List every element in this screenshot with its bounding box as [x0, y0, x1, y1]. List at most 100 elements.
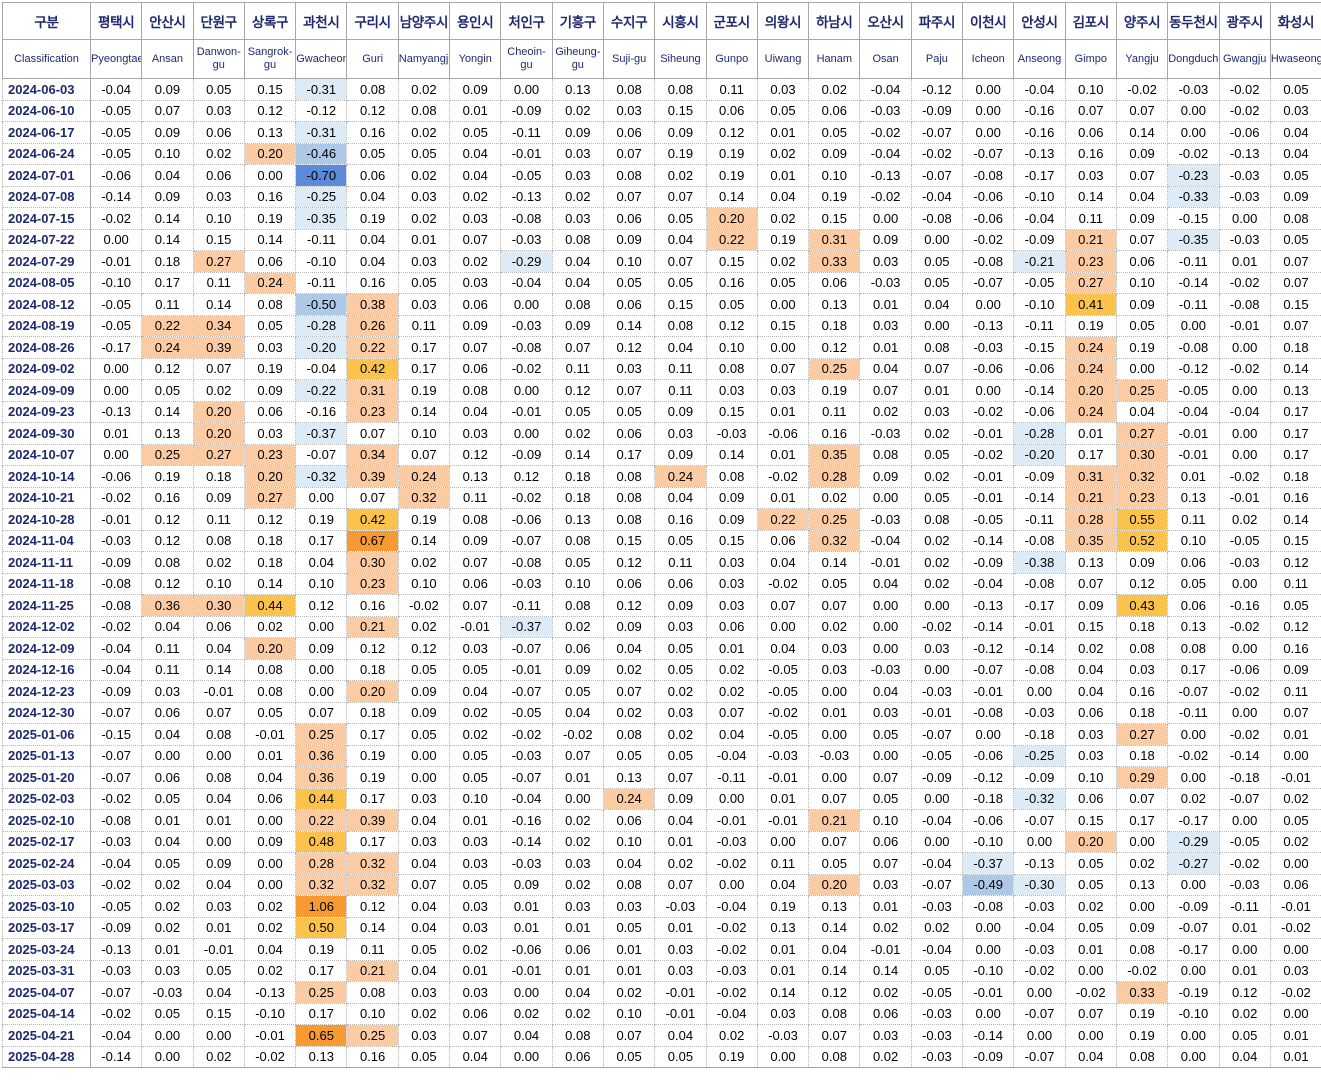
value-cell[interactable]: 0.04 [1064, 658, 1117, 681]
value-cell[interactable]: 0.14 [1269, 508, 1321, 531]
value-cell[interactable]: -0.06 [1218, 658, 1271, 681]
value-cell[interactable]: 0.12 [808, 981, 861, 1004]
value-cell[interactable]: 0.00 [500, 981, 553, 1004]
value-cell[interactable]: 0.13 [808, 895, 861, 918]
value-cell[interactable]: 0.05 [243, 314, 297, 337]
value-cell[interactable]: 0.01 [1269, 1024, 1321, 1047]
value-cell[interactable]: 0.13 [1064, 551, 1117, 574]
value-cell[interactable]: -0.04 [89, 1024, 143, 1047]
header-cell-region-kr[interactable]: 평택시 [89, 2, 143, 40]
value-cell[interactable]: 0.02 [654, 723, 707, 746]
value-cell[interactable]: -0.04 [705, 1002, 758, 1025]
value-cell[interactable]: 0.03 [654, 938, 707, 961]
value-cell[interactable]: 0.08 [551, 1024, 604, 1047]
value-cell[interactable]: 0.11 [654, 551, 707, 574]
value-cell[interactable]: -0.12 [910, 78, 964, 101]
header-cell-region-en[interactable]: Paju [910, 39, 964, 79]
value-cell[interactable]: 0.00 [1167, 314, 1220, 337]
header-cell-region-en[interactable]: Namyangju [397, 39, 451, 79]
value-cell[interactable]: -0.04 [89, 852, 143, 875]
value-cell[interactable]: 0.06 [1064, 701, 1117, 724]
value-cell[interactable]: 0.01 [500, 895, 553, 918]
value-cell[interactable]: 0.03 [859, 701, 912, 724]
value-cell[interactable]: 0.13 [1167, 615, 1220, 638]
value-cell[interactable]: 0.14 [243, 572, 297, 595]
value-cell[interactable]: -0.03 [500, 314, 553, 337]
value-cell[interactable]: 0.02 [551, 615, 604, 638]
row-date-cell[interactable]: 2024-10-21 [2, 486, 91, 509]
value-cell[interactable]: -0.04 [500, 271, 553, 294]
row-date-cell[interactable]: 2025-02-03 [2, 787, 91, 810]
value-cell[interactable]: 0.02 [654, 680, 707, 703]
value-cell[interactable]: 0.27 [1115, 422, 1169, 445]
value-cell[interactable]: -0.01 [1269, 766, 1321, 789]
value-cell[interactable]: 0.06 [602, 207, 656, 230]
value-cell[interactable]: -0.09 [1013, 228, 1066, 251]
value-cell[interactable]: 0.06 [756, 529, 810, 552]
value-cell[interactable]: 0.35 [1064, 529, 1117, 552]
header-cell-region-kr[interactable]: 하남시 [808, 2, 861, 40]
value-cell[interactable]: 0.02 [192, 551, 245, 574]
value-cell[interactable]: -0.03 [705, 422, 758, 445]
value-cell[interactable]: -0.15 [1167, 207, 1220, 230]
value-cell[interactable]: 0.12 [1218, 981, 1271, 1004]
value-cell[interactable]: -0.01 [859, 938, 912, 961]
value-cell[interactable]: 0.15 [705, 400, 758, 423]
value-cell[interactable]: -0.06 [962, 185, 1015, 208]
value-cell[interactable]: 0.12 [346, 637, 399, 660]
header-cell-region-en[interactable]: Siheung [654, 39, 707, 79]
value-cell[interactable]: 0.00 [962, 723, 1015, 746]
value-cell[interactable]: 0.10 [1064, 78, 1117, 101]
value-cell[interactable]: 0.14 [705, 443, 758, 466]
value-cell[interactable]: 0.02 [654, 852, 707, 875]
value-cell[interactable]: 0.07 [602, 1024, 656, 1047]
value-cell[interactable]: 0.01 [192, 916, 245, 939]
value-cell[interactable]: 0.00 [910, 594, 964, 617]
value-cell[interactable]: 0.09 [192, 486, 245, 509]
value-cell[interactable]: -0.03 [500, 572, 553, 595]
value-cell[interactable]: -0.02 [1218, 465, 1271, 488]
row-date-cell[interactable]: 2024-06-03 [2, 78, 91, 101]
value-cell[interactable]: 0.00 [500, 293, 553, 316]
value-cell[interactable]: 0.24 [1064, 400, 1117, 423]
value-cell[interactable]: 0.02 [449, 701, 502, 724]
value-cell[interactable]: 0.00 [962, 293, 1015, 316]
value-cell[interactable]: -0.49 [962, 873, 1015, 896]
value-cell[interactable]: 0.39 [346, 465, 399, 488]
value-cell[interactable]: 0.04 [346, 250, 399, 273]
value-cell[interactable]: 0.06 [1269, 873, 1321, 896]
value-cell[interactable]: 0.16 [1115, 680, 1169, 703]
value-cell[interactable]: -0.31 [295, 121, 348, 144]
value-cell[interactable]: 0.08 [551, 293, 604, 316]
value-cell[interactable]: 0.04 [705, 723, 758, 746]
value-cell[interactable]: 0.02 [1167, 787, 1220, 810]
value-cell[interactable]: 0.19 [397, 379, 451, 402]
value-cell[interactable]: 0.13 [295, 1045, 348, 1068]
value-cell[interactable]: 0.04 [449, 680, 502, 703]
header-cell-region-en[interactable]: Ansan [141, 39, 194, 79]
value-cell[interactable]: 0.03 [449, 981, 502, 1004]
value-cell[interactable]: -0.02 [89, 873, 143, 896]
value-cell[interactable]: 0.21 [1064, 228, 1117, 251]
value-cell[interactable]: 0.00 [962, 121, 1015, 144]
value-cell[interactable]: 0.01 [654, 916, 707, 939]
value-cell[interactable]: -0.01 [962, 981, 1015, 1004]
row-date-cell[interactable]: 2024-11-04 [2, 529, 91, 552]
value-cell[interactable]: -0.09 [910, 99, 964, 122]
value-cell[interactable]: 0.42 [346, 357, 399, 380]
value-cell[interactable]: 0.08 [654, 314, 707, 337]
row-date-cell[interactable]: 2024-12-30 [2, 701, 91, 724]
value-cell[interactable]: 0.02 [551, 422, 604, 445]
value-cell[interactable]: -0.07 [500, 529, 553, 552]
value-cell[interactable]: -0.02 [910, 142, 964, 165]
value-cell[interactable]: -0.07 [962, 271, 1015, 294]
value-cell[interactable]: 0.01 [551, 959, 604, 982]
value-cell[interactable]: -0.10 [962, 959, 1015, 982]
value-cell[interactable]: -0.05 [1167, 379, 1220, 402]
value-cell[interactable]: 0.01 [910, 379, 964, 402]
value-cell[interactable]: -0.01 [1167, 443, 1220, 466]
header-cell-region-en[interactable]: Anseong [1013, 39, 1066, 79]
value-cell[interactable]: 0.10 [295, 572, 348, 595]
value-cell[interactable]: -0.20 [295, 336, 348, 359]
value-cell[interactable]: 0.17 [602, 443, 656, 466]
